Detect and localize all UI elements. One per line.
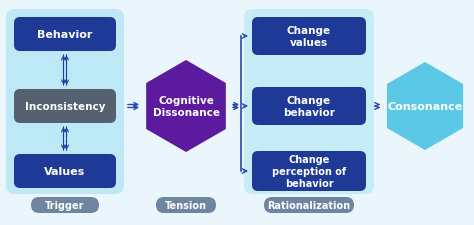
FancyBboxPatch shape xyxy=(252,18,366,56)
Text: Cognitive
Dissonance: Cognitive Dissonance xyxy=(153,96,219,117)
FancyBboxPatch shape xyxy=(252,88,366,126)
FancyBboxPatch shape xyxy=(252,151,366,191)
Text: Trigger: Trigger xyxy=(45,200,85,210)
FancyBboxPatch shape xyxy=(264,197,354,213)
FancyBboxPatch shape xyxy=(14,154,116,188)
Text: Behavior: Behavior xyxy=(37,30,93,40)
Text: Change
values: Change values xyxy=(287,26,331,48)
FancyBboxPatch shape xyxy=(31,197,99,213)
Text: Consonance: Consonance xyxy=(387,101,463,112)
Text: Values: Values xyxy=(45,166,86,176)
Text: Change
perception of
behavior: Change perception of behavior xyxy=(272,155,346,188)
FancyBboxPatch shape xyxy=(14,90,116,124)
Polygon shape xyxy=(146,61,226,152)
Text: Inconsistency: Inconsistency xyxy=(25,101,105,112)
FancyBboxPatch shape xyxy=(244,10,374,194)
Polygon shape xyxy=(387,63,463,150)
Text: Tension: Tension xyxy=(165,200,207,210)
FancyBboxPatch shape xyxy=(156,197,216,213)
FancyBboxPatch shape xyxy=(14,18,116,52)
Text: Rationalization: Rationalization xyxy=(267,200,351,210)
Text: Change
behavior: Change behavior xyxy=(283,96,335,117)
FancyBboxPatch shape xyxy=(6,10,124,194)
